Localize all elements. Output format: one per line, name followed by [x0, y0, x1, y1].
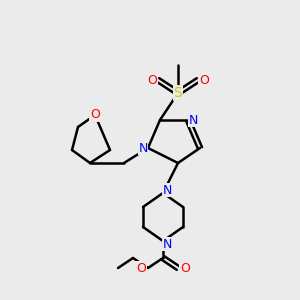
Text: N: N — [162, 238, 172, 250]
Text: O: O — [147, 74, 157, 86]
Text: N: N — [138, 142, 148, 154]
Text: O: O — [136, 262, 146, 275]
Text: S: S — [174, 86, 182, 100]
Text: O: O — [90, 109, 100, 122]
Text: N: N — [162, 184, 172, 196]
Text: O: O — [199, 74, 209, 86]
Text: N: N — [188, 113, 198, 127]
Text: O: O — [180, 262, 190, 275]
